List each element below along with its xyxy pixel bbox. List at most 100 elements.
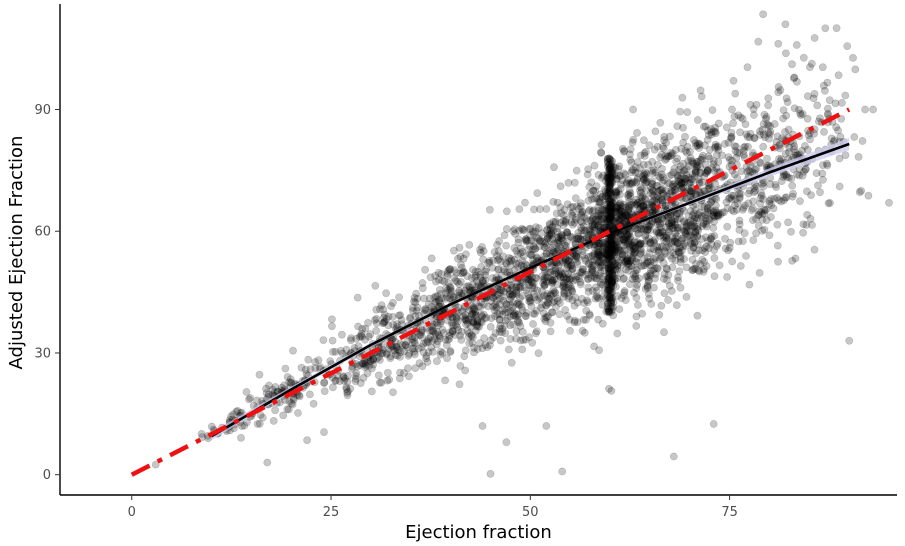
data-point (527, 251, 536, 260)
data-point (619, 235, 628, 244)
data-point (518, 248, 527, 256)
data-point (791, 254, 800, 263)
data-point (567, 260, 575, 269)
data-point (348, 365, 356, 373)
data-point (606, 289, 615, 298)
data-point (569, 220, 577, 229)
data-point (481, 267, 490, 276)
data-point (646, 257, 655, 266)
data-point (439, 329, 448, 337)
data-point (507, 358, 516, 367)
data-point (465, 329, 474, 338)
data-point (382, 289, 390, 298)
data-point (455, 243, 464, 252)
data-point (540, 237, 548, 246)
data-point (782, 94, 791, 103)
data-point (531, 329, 540, 338)
data-point (436, 350, 445, 359)
data-point (530, 205, 538, 214)
data-point (566, 232, 575, 241)
data-point (736, 128, 744, 137)
data-point (375, 305, 384, 313)
data-point (433, 337, 442, 346)
data-point (353, 293, 362, 302)
data-point (288, 400, 297, 409)
data-point (498, 328, 506, 336)
data-point (532, 327, 541, 336)
data-point (462, 316, 470, 324)
data-point (627, 168, 636, 177)
data-point (452, 313, 461, 321)
data-point (578, 208, 587, 217)
data-point (556, 273, 565, 282)
data-point (447, 318, 456, 327)
data-point (501, 258, 510, 267)
data-point (405, 349, 414, 358)
data-point (411, 312, 420, 321)
data-point (521, 335, 530, 344)
data-point (712, 242, 721, 250)
data-point (561, 217, 570, 226)
data-point (471, 326, 480, 335)
data-point (496, 321, 505, 330)
data-point (492, 303, 501, 311)
data-point (441, 294, 450, 303)
data-point (455, 380, 464, 389)
data-point (489, 302, 497, 311)
data-point (461, 346, 470, 355)
data-point (342, 383, 351, 392)
data-point (417, 325, 426, 334)
data-point (422, 354, 430, 363)
data-point (229, 410, 238, 419)
data-point (541, 239, 550, 247)
data-point (512, 246, 521, 255)
data-point (673, 154, 682, 163)
data-point (284, 405, 293, 414)
data-point (590, 273, 599, 281)
data-point (492, 296, 501, 305)
data-point (486, 336, 495, 345)
data-point (461, 250, 470, 259)
data-point (364, 332, 373, 341)
data-point (242, 388, 251, 396)
data-point (387, 302, 395, 311)
data-point (435, 334, 444, 343)
data-point (197, 429, 206, 438)
data-point (471, 267, 480, 276)
data-point (504, 345, 513, 354)
data-point (537, 229, 545, 237)
data-point (287, 399, 296, 408)
data-point (489, 333, 498, 342)
data-point (452, 269, 461, 277)
data-point (497, 271, 506, 280)
data-point (595, 346, 603, 354)
data-point (585, 205, 594, 214)
data-point (813, 101, 822, 110)
data-point (408, 306, 417, 315)
data-point (675, 267, 684, 275)
data-point (434, 331, 443, 339)
data-point (287, 378, 295, 387)
data-point (552, 303, 560, 311)
data-point (541, 243, 549, 252)
data-point (519, 225, 527, 234)
data-point (632, 293, 641, 302)
data-point (410, 350, 419, 359)
data-point (237, 422, 246, 430)
data-point (302, 370, 311, 378)
data-point (404, 351, 413, 360)
data-point (823, 104, 832, 113)
data-point (493, 310, 502, 319)
data-point (755, 158, 764, 167)
data-point (410, 293, 419, 302)
data-point (497, 286, 506, 295)
data-point (286, 375, 295, 384)
data-point (473, 316, 482, 324)
data-point (605, 384, 613, 393)
data-point (640, 171, 649, 179)
data-point (327, 322, 336, 331)
data-point (472, 311, 480, 320)
data-point (395, 374, 404, 383)
data-point (410, 337, 419, 346)
data-point (379, 318, 388, 327)
